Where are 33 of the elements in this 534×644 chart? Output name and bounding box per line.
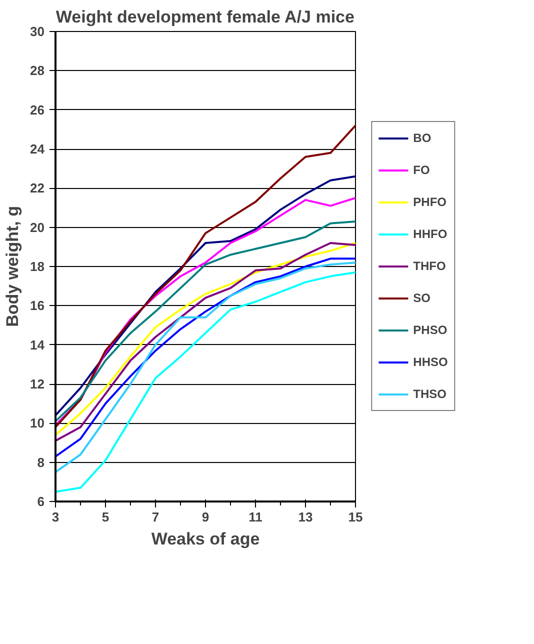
y-tick-label: 16 (30, 298, 45, 314)
y-tick-label: 30 (30, 24, 45, 39)
y-axis-title: Body weight, g (3, 206, 22, 327)
y-tick-label: 18 (30, 259, 45, 274)
y-tick-label: 28 (30, 63, 45, 78)
y-tick-label: 26 (30, 102, 45, 118)
legend-label: PHFO (413, 195, 447, 209)
x-tick-label: 13 (298, 510, 313, 524)
x-tick-label: 5 (102, 510, 110, 524)
chart-title: Weight development female A/J mice (56, 8, 354, 26)
x-tick-label: 11 (248, 510, 262, 524)
y-tick-label: 8 (37, 454, 45, 470)
y-tick-label: 6 (37, 494, 45, 509)
x-axis-title: Weaks of age (151, 530, 260, 548)
y-tick-label: 20 (30, 220, 45, 235)
legend-label: THFO (413, 259, 446, 273)
x-tick-label: 3 (52, 510, 60, 524)
legend-label: FO (413, 163, 431, 177)
legend-label: PHSO (413, 323, 448, 337)
y-tick-label: 22 (30, 180, 45, 196)
legend-label: BO (413, 131, 432, 145)
x-tick-label: 15 (348, 510, 363, 524)
y-tick-label: 14 (30, 337, 46, 352)
legend-label: SO (413, 291, 432, 305)
legend-label: HHSO (413, 355, 448, 369)
legend-label: THSO (413, 387, 447, 401)
x-tick-label: 7 (152, 510, 160, 524)
y-tick-label: 24 (30, 142, 46, 156)
y-tick-label: 12 (30, 376, 45, 392)
legend-label: HHFO (413, 227, 448, 241)
x-tick-label: 9 (202, 510, 210, 524)
y-tick-label: 10 (30, 416, 45, 431)
line-series (56, 124, 356, 428)
